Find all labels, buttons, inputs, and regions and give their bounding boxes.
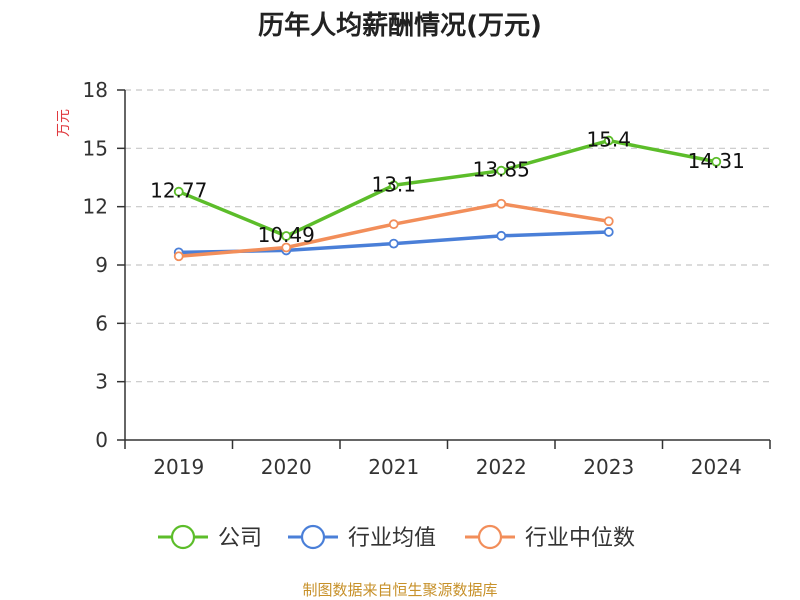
data-label: 14.31 xyxy=(688,149,745,173)
y-axis-label: 万元 xyxy=(56,109,72,137)
data-label: 13.1 xyxy=(371,172,416,196)
grid xyxy=(125,89,770,383)
y-tick-label: 12 xyxy=(83,195,108,219)
series xyxy=(173,135,722,262)
x-tick-label: 2021 xyxy=(368,455,419,479)
chart-title: 历年人均薪酬情况(万元) xyxy=(258,10,542,41)
y-tick-label: 18 xyxy=(83,78,108,102)
x-tick-label: 2020 xyxy=(261,455,312,479)
data-point-1 xyxy=(496,230,507,241)
axes: 0 3 6 9 12 15 18 2019 2020 2021 2022 2023 2024 xyxy=(83,78,771,479)
legend-label-2: 行业中位数 xyxy=(525,526,635,551)
y-tick-label: 9 xyxy=(95,253,108,277)
y-tick-label: 3 xyxy=(95,370,108,394)
x-tick-label: 2023 xyxy=(583,455,634,479)
data-point-0 xyxy=(388,180,399,191)
data-point-0 xyxy=(281,231,292,241)
legend-label-1: 行业均值 xyxy=(348,526,436,551)
data-point-2 xyxy=(388,219,399,230)
legend-marker-1 xyxy=(300,524,326,550)
data-point-0 xyxy=(173,186,184,197)
data-point-0 xyxy=(603,135,614,146)
data-label: 12.77 xyxy=(150,179,207,203)
x-tick-label: 2019 xyxy=(153,455,204,479)
data-label: 10.49 xyxy=(258,223,315,247)
data-point-1 xyxy=(388,238,399,249)
legend-label-0: 公司 xyxy=(218,526,262,551)
legend: 公司 行业均值 行业中位数 xyxy=(158,524,635,551)
data-label: 15.4 xyxy=(586,128,631,152)
data-labels: 12.77 10.49 13.1 13.85 15.4 14.31 xyxy=(150,128,745,247)
x-tick-label: 2022 xyxy=(476,455,527,479)
y-tick-label: 6 xyxy=(95,311,108,335)
data-point-0 xyxy=(496,165,507,176)
source-note: 制图数据来自恒生聚源数据库 xyxy=(302,581,497,599)
legend-marker-2 xyxy=(477,524,503,550)
x-tick-label: 2024 xyxy=(691,455,742,479)
data-point-2 xyxy=(173,251,184,262)
data-point-1 xyxy=(603,227,614,237)
legend-marker-0 xyxy=(170,524,196,550)
data-label: 13.85 xyxy=(473,158,530,182)
data-point-2 xyxy=(603,216,614,227)
data-point-2 xyxy=(496,198,507,209)
data-point-0 xyxy=(711,156,722,167)
data-point-2 xyxy=(281,242,292,253)
series-line-0 xyxy=(177,138,718,238)
y-tick-label: 15 xyxy=(83,136,108,160)
y-tick-label: 0 xyxy=(95,428,108,452)
